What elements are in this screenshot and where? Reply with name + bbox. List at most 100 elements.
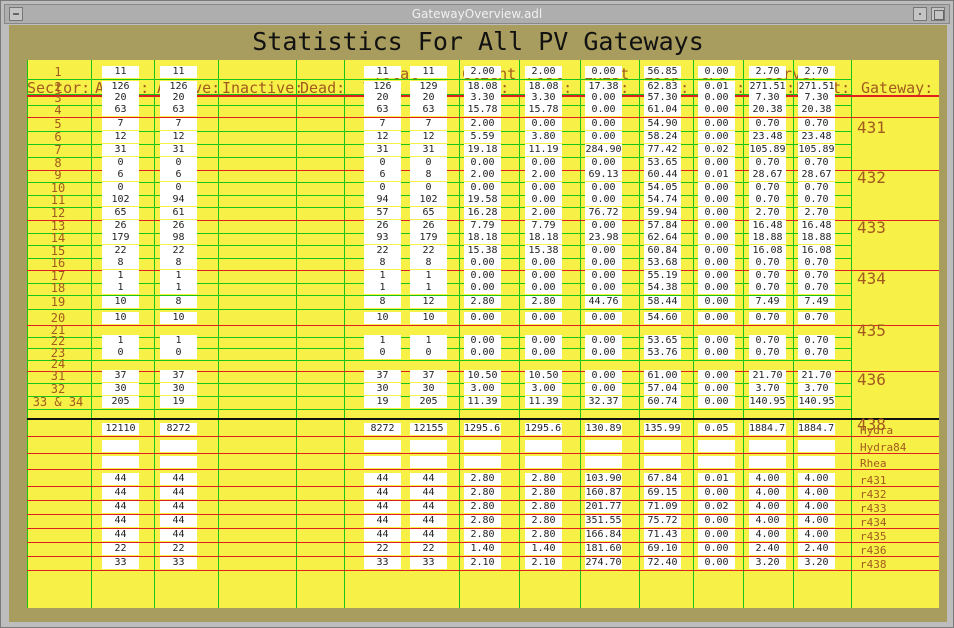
value-active xyxy=(160,456,197,468)
value-exist-rate: 44.76 xyxy=(585,296,622,308)
sector-label: 32 xyxy=(50,382,66,396)
row-divider xyxy=(27,409,851,410)
value-exist-rate: 0.00 xyxy=(585,220,622,232)
sector-label: 21 xyxy=(50,323,66,337)
value-post-rate: 1.40 xyxy=(525,543,562,555)
value-loop-rate: 57.84 xyxy=(644,220,681,232)
value-cpu-load: 0.00 xyxy=(698,220,735,232)
value-client-rate: 15.38 xyxy=(464,245,501,257)
value-alive: 44 xyxy=(102,501,139,513)
value-server-post: 3.70 xyxy=(749,383,786,395)
value-pv: 26 xyxy=(410,220,447,232)
value-alive: 0 xyxy=(102,157,139,169)
sector-label: 16 xyxy=(50,256,66,270)
gateway-group-label: 435 xyxy=(857,321,886,340)
value-exist-rate xyxy=(585,456,622,468)
value-pv: 8 xyxy=(410,257,447,269)
value-alive: 205 xyxy=(102,396,139,408)
value-vc: 0 xyxy=(364,182,401,194)
value-alive: 179 xyxy=(102,232,139,244)
value-client-rate: 2.80 xyxy=(464,296,501,308)
value-post-rate: 2.00 xyxy=(525,66,562,78)
title-bar[interactable]: GatewayOverview.adl xyxy=(4,4,950,24)
value-exist-rate: 69.13 xyxy=(585,169,622,181)
row-separator xyxy=(27,542,939,543)
value-exist-rate: 181.60 xyxy=(585,543,622,555)
value-server-event: 2.40 xyxy=(798,543,835,555)
value-cpu-load: 0.00 xyxy=(698,92,735,104)
row-separator xyxy=(27,556,939,557)
value-client-rate: 3.00 xyxy=(464,383,501,395)
totals-separator xyxy=(27,418,939,420)
value-pv: 44 xyxy=(410,473,447,485)
value-vc: 26 xyxy=(364,220,401,232)
value-cpu-load: 0.00 xyxy=(698,383,735,395)
value-server-post: 2.70 xyxy=(749,66,786,78)
value-loop-rate: 58.24 xyxy=(644,131,681,143)
sector-label: 14 xyxy=(50,231,66,245)
value-exist-rate xyxy=(585,440,622,452)
value-post-rate: 3.00 xyxy=(525,383,562,395)
value-loop-rate: 57.04 xyxy=(644,383,681,395)
value-server-post: 4.00 xyxy=(749,501,786,513)
value-server-event: 16.48 xyxy=(798,220,835,232)
value-loop-rate: 54.60 xyxy=(644,312,681,324)
value-exist-rate: 0.00 xyxy=(585,194,622,206)
value-client-rate: 5.59 xyxy=(464,131,501,143)
value-cpu-load: 0.00 xyxy=(698,515,735,527)
value-alive: 11 xyxy=(102,66,139,78)
value-server-event: 0.70 xyxy=(798,312,835,324)
value-alive: 1 xyxy=(102,335,139,347)
value-server-post xyxy=(749,456,786,468)
value-vc: 1 xyxy=(364,282,401,294)
value-cpu-load: 0.00 xyxy=(698,529,735,541)
value-cpu-load: 0.05 xyxy=(698,423,735,435)
value-vc: 11 xyxy=(364,66,401,78)
maximize-button[interactable] xyxy=(931,7,945,21)
value-active: 22 xyxy=(160,543,197,555)
sector-label: 18 xyxy=(50,281,66,295)
value-server-post: 23.48 xyxy=(749,131,786,143)
value-pv: 31 xyxy=(410,144,447,156)
value-exist-rate: 274.70 xyxy=(585,557,622,569)
row-separator xyxy=(27,453,939,454)
value-server-event: 2.70 xyxy=(798,207,835,219)
value-vc: 44 xyxy=(364,473,401,485)
value-exist-rate: 0.00 xyxy=(585,92,622,104)
value-server-event: 271.51 xyxy=(798,81,835,93)
value-pv: 20 xyxy=(410,92,447,104)
value-cpu-load xyxy=(698,456,735,468)
group-separator xyxy=(851,270,939,271)
value-post-rate: 2.80 xyxy=(525,515,562,527)
value-alive: 44 xyxy=(102,473,139,485)
value-vc: 7 xyxy=(364,118,401,130)
window-menu-button[interactable] xyxy=(9,7,23,21)
column-divider xyxy=(519,60,520,608)
value-server-post: 0.70 xyxy=(749,182,786,194)
value-alive: 1 xyxy=(102,270,139,282)
value-cpu-load: 0.00 xyxy=(698,312,735,324)
value-pv: 22 xyxy=(410,543,447,555)
value-server-event: 140.95 xyxy=(798,396,835,408)
value-post-rate: 2.80 xyxy=(525,296,562,308)
value-exist-rate: 0.00 xyxy=(585,245,622,257)
value-active: 20 xyxy=(160,92,197,104)
value-loop-rate: 53.76 xyxy=(644,347,681,359)
value-exist-rate: 0.00 xyxy=(585,157,622,169)
value-loop-rate: 71.43 xyxy=(644,529,681,541)
value-exist-rate: 0.00 xyxy=(585,312,622,324)
value-pv: 12155 xyxy=(410,423,447,435)
value-vc: 1 xyxy=(364,335,401,347)
value-vc xyxy=(364,456,401,468)
value-active: 0 xyxy=(160,157,197,169)
column-divider xyxy=(27,60,28,608)
value-alive: 44 xyxy=(102,515,139,527)
value-active: 44 xyxy=(160,473,197,485)
value-exist-rate: 0.00 xyxy=(585,257,622,269)
value-vc: 12 xyxy=(364,131,401,143)
value-pv: 7 xyxy=(410,118,447,130)
value-post-rate xyxy=(525,440,562,452)
sector-label: 24 xyxy=(50,357,66,371)
sector-label: 17 xyxy=(50,269,66,283)
minimize-button[interactable] xyxy=(913,7,927,21)
